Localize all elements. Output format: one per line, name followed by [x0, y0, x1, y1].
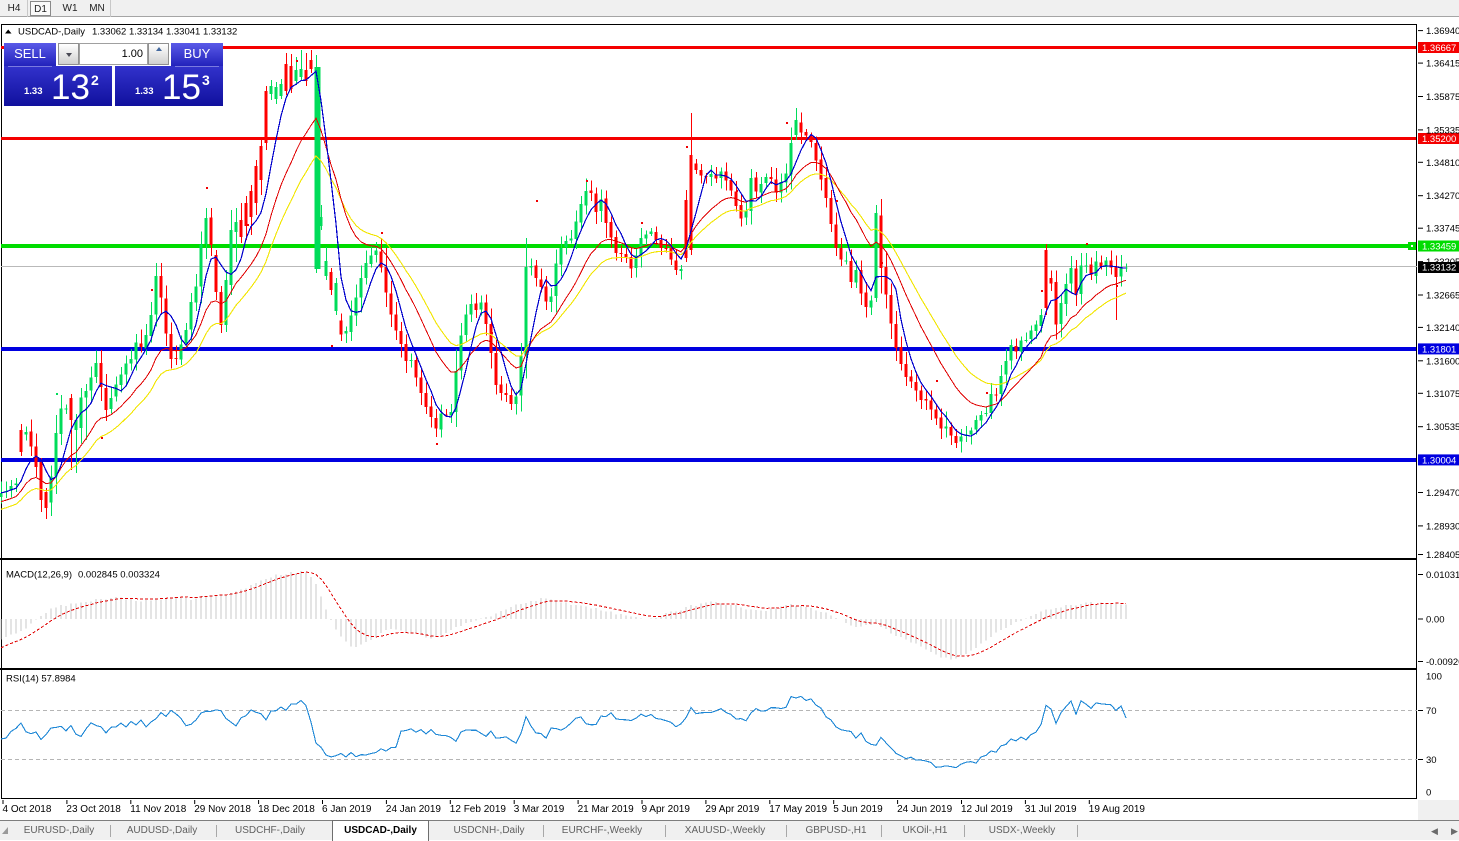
- svg-text:1.36667: 1.36667: [1422, 43, 1456, 54]
- svg-text:12 Feb 2019: 12 Feb 2019: [450, 804, 507, 815]
- svg-text:19 Aug 2019: 19 Aug 2019: [1089, 804, 1146, 815]
- svg-text:24 Jun 2019: 24 Jun 2019: [897, 804, 952, 815]
- svg-text:1.34810: 1.34810: [1426, 158, 1459, 169]
- svg-text:9 Apr 2019: 9 Apr 2019: [642, 804, 691, 815]
- svg-text:23 Oct 2018: 23 Oct 2018: [66, 804, 121, 815]
- svg-text:18 Dec 2018: 18 Dec 2018: [258, 804, 315, 815]
- svg-text:17 May 2019: 17 May 2019: [769, 804, 827, 815]
- svg-text:3 Mar 2019: 3 Mar 2019: [514, 804, 565, 815]
- svg-text:MACD(12,26,9): MACD(12,26,9): [6, 570, 72, 581]
- svg-text:1.31801: 1.31801: [1422, 344, 1456, 355]
- svg-text:0.00: 0.00: [1426, 615, 1445, 626]
- svg-text:1.33205: 1.33205: [1426, 257, 1459, 268]
- svg-text:1.31600: 1.31600: [1426, 356, 1459, 367]
- svg-text:5 Jun 2019: 5 Jun 2019: [833, 804, 883, 815]
- svg-text:70: 70: [1426, 706, 1437, 717]
- svg-text:30: 30: [1426, 755, 1437, 766]
- svg-text:-0.009203: -0.009203: [1426, 657, 1459, 668]
- svg-text:1.29470: 1.29470: [1426, 488, 1459, 499]
- svg-text:31 Jul 2019: 31 Jul 2019: [1025, 804, 1077, 815]
- svg-text:RSI(14) 57.8984: RSI(14) 57.8984: [6, 674, 76, 685]
- svg-text:1.33132: 1.33132: [1422, 262, 1456, 273]
- svg-text:1.33745: 1.33745: [1426, 224, 1459, 235]
- svg-text:1.30004: 1.30004: [1422, 455, 1456, 466]
- svg-text:29 Apr 2019: 29 Apr 2019: [705, 804, 759, 815]
- svg-text:1.28930: 1.28930: [1426, 521, 1459, 532]
- svg-text:1.32665: 1.32665: [1426, 291, 1459, 302]
- svg-text:USDCAD-,Daily: USDCAD-,Daily: [18, 27, 85, 38]
- svg-text:1.36940: 1.36940: [1426, 26, 1459, 37]
- svg-text:1.35875: 1.35875: [1426, 92, 1459, 103]
- svg-text:1.34270: 1.34270: [1426, 191, 1459, 202]
- svg-text:1.33062 1.33134 1.33041 1.3313: 1.33062 1.33134 1.33041 1.33132: [92, 27, 237, 38]
- svg-text:1.32140: 1.32140: [1426, 323, 1459, 334]
- svg-text:0.002845 0.003324: 0.002845 0.003324: [78, 570, 160, 581]
- svg-text:6 Jan 2019: 6 Jan 2019: [322, 804, 372, 815]
- svg-text:1.35335: 1.35335: [1426, 125, 1459, 136]
- svg-text:4 Oct 2018: 4 Oct 2018: [3, 804, 52, 815]
- svg-text:0: 0: [1426, 788, 1431, 799]
- svg-text:1.35200: 1.35200: [1422, 134, 1456, 145]
- svg-text:0.010311: 0.010311: [1426, 570, 1459, 581]
- svg-text:24 Jan 2019: 24 Jan 2019: [386, 804, 441, 815]
- svg-text:1.31075: 1.31075: [1426, 389, 1459, 400]
- svg-text:1.28405: 1.28405: [1426, 550, 1459, 561]
- svg-text:1.30535: 1.30535: [1426, 422, 1459, 433]
- svg-text:1.36415: 1.36415: [1426, 59, 1459, 70]
- svg-text:12 Jul 2019: 12 Jul 2019: [961, 804, 1013, 815]
- svg-text:1.33459: 1.33459: [1422, 242, 1456, 253]
- svg-text:29 Nov 2018: 29 Nov 2018: [194, 804, 251, 815]
- svg-text:21 Mar 2019: 21 Mar 2019: [578, 804, 635, 815]
- svg-text:11 Nov 2018: 11 Nov 2018: [130, 804, 186, 815]
- svg-text:100: 100: [1426, 672, 1442, 683]
